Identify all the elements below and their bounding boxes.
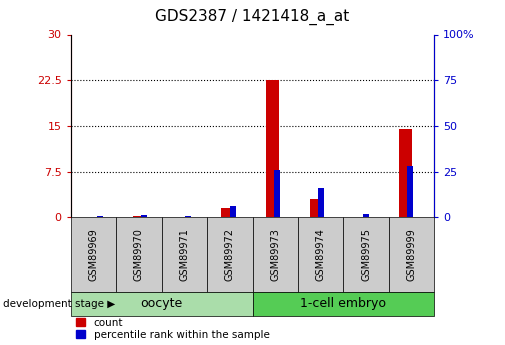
Bar (266, 80, 279, 217)
Legend: count, percentile rank within the sample: count, percentile rank within the sample (76, 318, 270, 340)
Bar (407, 166, 413, 217)
Bar (318, 188, 324, 217)
Text: GSM89975: GSM89975 (361, 228, 371, 281)
Text: GSM89972: GSM89972 (225, 228, 235, 281)
Text: development stage ▶: development stage ▶ (3, 299, 115, 308)
Bar (399, 129, 412, 217)
Bar (230, 206, 235, 217)
Bar (310, 199, 323, 217)
Text: GSM89970: GSM89970 (134, 228, 144, 281)
Bar (96, 216, 103, 217)
Text: GSM89971: GSM89971 (179, 228, 189, 281)
Bar (222, 208, 235, 217)
Text: GSM89974: GSM89974 (316, 228, 326, 281)
Bar (185, 216, 191, 217)
Text: GSM89969: GSM89969 (88, 228, 98, 281)
Bar (363, 214, 369, 217)
Text: 1-cell embryo: 1-cell embryo (300, 297, 386, 310)
Bar (274, 170, 280, 217)
Text: oocyte: oocyte (140, 297, 183, 310)
Text: GDS2387 / 1421418_a_at: GDS2387 / 1421418_a_at (156, 9, 349, 25)
Text: GSM89973: GSM89973 (270, 228, 280, 281)
Bar (133, 216, 146, 217)
Text: GSM89999: GSM89999 (407, 228, 417, 281)
Bar (141, 215, 147, 217)
